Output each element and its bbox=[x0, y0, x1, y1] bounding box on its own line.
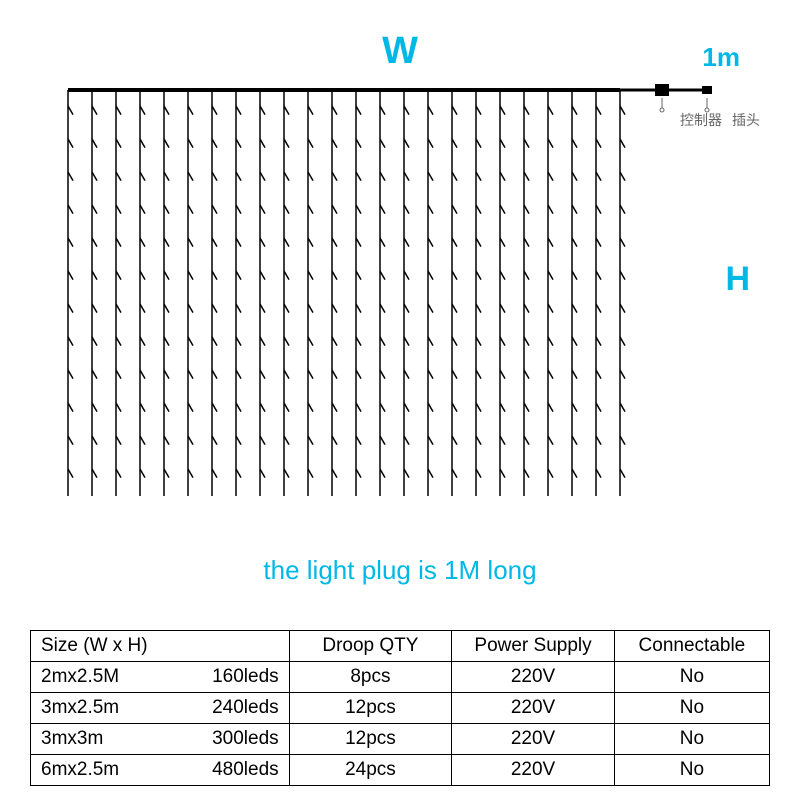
table-row: 6mx2.5m480leds24pcs220VNo bbox=[31, 755, 770, 786]
col-size: Size (W x H) bbox=[31, 631, 290, 662]
table-row: 2mx2.5M160leds8pcs220VNo bbox=[31, 662, 770, 693]
table-row: 3mx2.5m240leds12pcs220VNo bbox=[31, 693, 770, 724]
cell-droop: 8pcs bbox=[289, 662, 452, 693]
cell-droop: 24pcs bbox=[289, 755, 452, 786]
cell-connectable: No bbox=[614, 724, 769, 755]
width-label: W bbox=[382, 30, 418, 73]
cell-power: 220V bbox=[452, 724, 615, 755]
table-header-row: Size (W x H) Droop QTY Power Supply Conn… bbox=[31, 631, 770, 662]
cell-size: 6mx2.5m480leds bbox=[31, 755, 290, 786]
cell-connectable: No bbox=[614, 755, 769, 786]
col-conn: Connectable bbox=[614, 631, 769, 662]
cell-size: 3mx3m300leds bbox=[31, 724, 290, 755]
cell-droop: 12pcs bbox=[289, 724, 452, 755]
cell-power: 220V bbox=[452, 755, 615, 786]
table-body: 2mx2.5M160leds8pcs220VNo3mx2.5m240leds12… bbox=[31, 662, 770, 786]
table-row: 3mx3m300leds12pcs220VNo bbox=[31, 724, 770, 755]
col-power: Power Supply bbox=[452, 631, 615, 662]
cell-power: 220V bbox=[452, 693, 615, 724]
cell-size: 2mx2.5M160leds bbox=[31, 662, 290, 693]
cell-size: 3mx2.5m240leds bbox=[31, 693, 290, 724]
spec-table: Size (W x H) Droop QTY Power Supply Conn… bbox=[30, 630, 770, 786]
cell-connectable: No bbox=[614, 662, 769, 693]
curtain-diagram bbox=[60, 80, 760, 520]
cell-connectable: No bbox=[614, 693, 769, 724]
cable-length-label: 1m bbox=[702, 42, 740, 73]
col-droop: Droop QTY bbox=[289, 631, 452, 662]
caption-text: the light plug is 1M long bbox=[263, 555, 536, 586]
cell-droop: 12pcs bbox=[289, 693, 452, 724]
cell-power: 220V bbox=[452, 662, 615, 693]
